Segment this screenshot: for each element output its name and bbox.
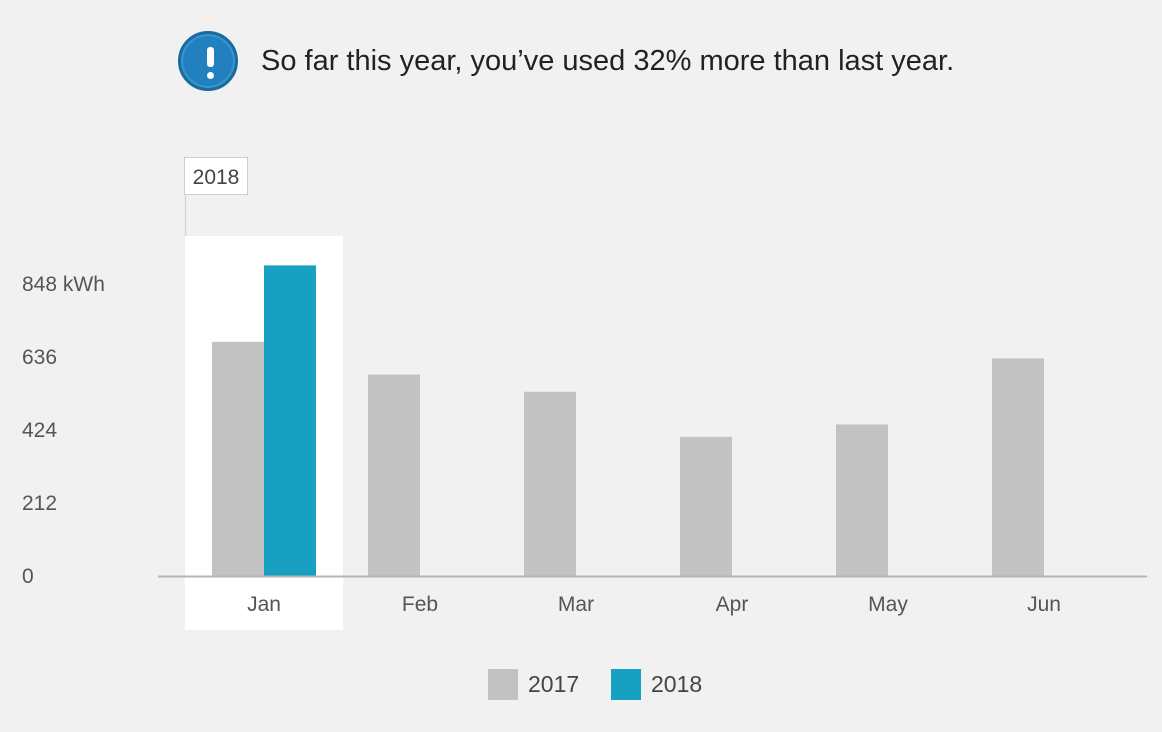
bar-2017-mar[interactable] bbox=[524, 391, 576, 576]
legend-label-2018[interactable]: 2018 bbox=[651, 671, 702, 697]
y-tick-label: 424 bbox=[22, 419, 57, 442]
tooltip-year-label: 2018 bbox=[193, 166, 240, 189]
exclamation-icon bbox=[178, 31, 238, 91]
legend-swatch-2017[interactable] bbox=[488, 669, 518, 700]
usage-comparison-text: So far this year, you’ve used 32% more t… bbox=[261, 44, 955, 77]
bar-2017-jun[interactable] bbox=[992, 358, 1044, 576]
legend-swatch-2018[interactable] bbox=[611, 669, 641, 700]
y-tick-label: 636 bbox=[22, 346, 57, 369]
x-tick-label: Feb bbox=[402, 593, 438, 616]
y-tick-label: 212 bbox=[22, 492, 57, 515]
bar-2017-feb[interactable] bbox=[368, 374, 420, 576]
x-tick-label: May bbox=[868, 593, 908, 616]
bar-2017-jan[interactable] bbox=[212, 341, 264, 576]
legend-label-2017[interactable]: 2017 bbox=[528, 671, 579, 697]
bar-2017-apr[interactable] bbox=[680, 436, 732, 576]
usage-alert-banner: So far this year, you’ve used 32% more t… bbox=[178, 31, 954, 91]
y-tick-label: 0 bbox=[22, 565, 34, 588]
x-tick-label: Jan bbox=[247, 593, 281, 616]
x-tick-label: Jun bbox=[1027, 593, 1061, 616]
x-tick-label: Apr bbox=[716, 593, 749, 616]
tooltip-box bbox=[184, 157, 248, 195]
y-tick-label: 848 kWh bbox=[22, 273, 105, 296]
bar-2018-jan[interactable] bbox=[264, 265, 316, 576]
x-tick-label: Mar bbox=[558, 593, 594, 616]
bar-2017-may[interactable] bbox=[836, 424, 888, 576]
